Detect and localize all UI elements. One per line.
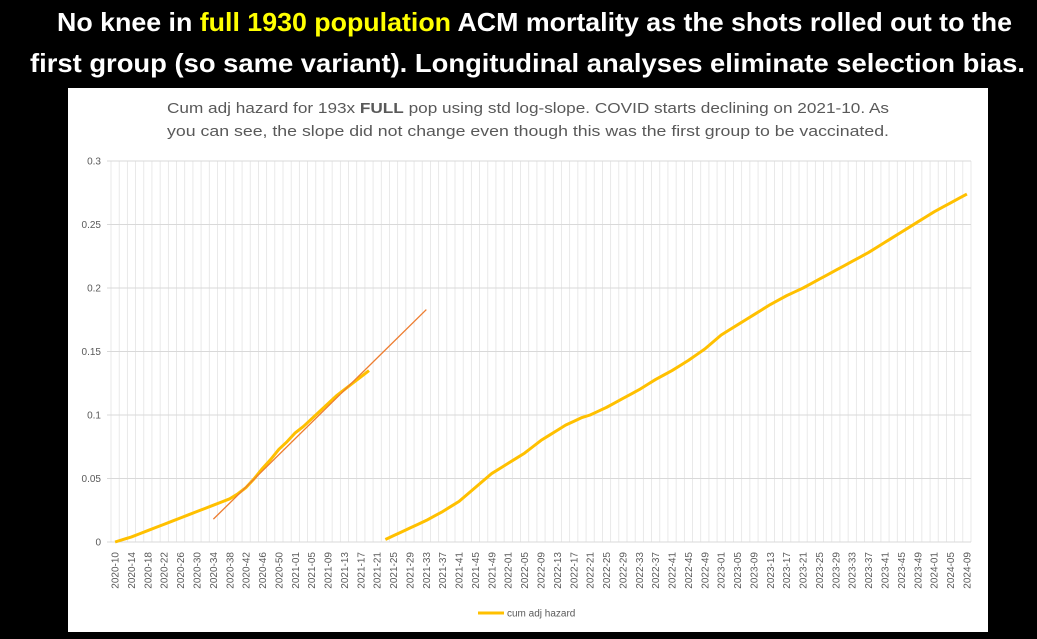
x-tick-label: 2023-21 — [799, 552, 810, 589]
x-tick-label: 2022-25 — [602, 552, 613, 589]
x-tick-label: 2020-38 — [225, 552, 236, 589]
x-tick-label: 2023-13 — [766, 552, 777, 589]
header-line: No knee in full 1930 population ACM mort… — [57, 7, 1012, 37]
title-text: pop using std log-slope. COVID starts de… — [404, 100, 889, 117]
header-line: first group (so same variant). Longitudi… — [30, 48, 1025, 78]
x-tick-label: 2021-37 — [438, 552, 449, 589]
legend-label: cum adj hazard — [507, 609, 575, 620]
x-tick-label: 2022-01 — [504, 552, 515, 589]
x-tick-label: 2020-46 — [258, 552, 269, 589]
y-tick-label: 0.1 — [87, 411, 101, 422]
x-tick-label: 2021-29 — [405, 552, 416, 589]
x-tick-label: 2021-21 — [373, 552, 384, 589]
x-tick-label: 2024-09 — [962, 552, 973, 589]
x-tick-label: 2023-01 — [717, 552, 728, 589]
x-tick-label: 2020-14 — [127, 552, 138, 589]
x-tick-label: 2020-30 — [193, 552, 204, 589]
x-tick-label: 2023-33 — [848, 552, 859, 589]
x-tick-label: 2021-09 — [324, 552, 335, 589]
x-tick-label: 2020-22 — [160, 552, 171, 589]
x-tick-label: 2020-18 — [143, 552, 154, 589]
x-tick-label: 2021-01 — [291, 552, 302, 589]
header-text: ACM mortality as the shots rolled out to… — [451, 7, 1012, 37]
x-tick-label: 2021-49 — [487, 552, 498, 589]
x-tick-label: 2022-05 — [520, 552, 531, 589]
x-tick-label: 2020-42 — [242, 552, 253, 589]
y-tick-label: 0.2 — [87, 284, 101, 295]
x-tick-label: 2022-33 — [635, 552, 646, 589]
x-tick-label: 2021-33 — [422, 552, 433, 589]
x-tick-label: 2021-25 — [389, 552, 400, 589]
x-tick-label: 2023-45 — [897, 552, 908, 589]
x-tick-label: 2021-41 — [455, 552, 466, 589]
x-tick-label: 2023-49 — [913, 552, 924, 589]
x-tick-label: 2023-09 — [749, 552, 760, 589]
x-tick-label: 2021-17 — [356, 552, 367, 589]
x-tick-label: 2021-05 — [307, 552, 318, 589]
chart-panel — [68, 88, 988, 632]
x-tick-label: 2022-09 — [537, 552, 548, 589]
x-tick-label: 2022-49 — [700, 552, 711, 589]
x-tick-label: 2021-45 — [471, 552, 482, 589]
x-tick-label: 2023-29 — [831, 552, 842, 589]
x-tick-label: 2022-13 — [553, 552, 564, 589]
header-highlight: full 1930 population — [200, 7, 451, 37]
x-tick-label: 2022-37 — [651, 552, 662, 589]
x-tick-label: 2024-01 — [930, 552, 941, 589]
x-tick-label: 2024-05 — [946, 552, 957, 589]
x-tick-label: 2020-34 — [209, 552, 220, 589]
x-tick-label: 2022-41 — [668, 552, 679, 589]
x-tick-label: 2023-05 — [733, 552, 744, 589]
x-tick-label: 2023-37 — [864, 552, 875, 589]
chart-title: you can see, the slope did not change ev… — [167, 123, 889, 140]
header-text: No knee in — [57, 7, 200, 37]
title-bold: FULL — [360, 100, 404, 117]
x-tick-label: 2020-10 — [111, 552, 122, 589]
x-tick-label: 2022-21 — [586, 552, 597, 589]
x-tick-label: 2021-13 — [340, 552, 351, 589]
x-tick-label: 2022-17 — [569, 552, 580, 589]
y-tick-label: 0.05 — [82, 474, 102, 485]
x-tick-label: 2023-41 — [881, 552, 892, 589]
x-tick-label: 2020-50 — [274, 552, 285, 589]
y-tick-label: 0.25 — [82, 220, 102, 231]
x-tick-label: 2022-45 — [684, 552, 695, 589]
y-tick-label: 0.3 — [87, 157, 101, 168]
title-text: Cum adj hazard for 193x — [167, 100, 360, 117]
trend-line — [212, 309, 427, 520]
x-tick-label: 2022-29 — [618, 552, 629, 589]
x-tick-label: 2023-25 — [815, 552, 826, 589]
x-tick-label: 2023-17 — [782, 552, 793, 589]
y-tick-label: 0 — [95, 538, 101, 549]
chart-title: Cum adj hazard for 193x FULL pop using s… — [167, 100, 889, 117]
y-tick-label: 0.15 — [82, 347, 102, 358]
x-tick-label: 2020-26 — [176, 552, 187, 589]
